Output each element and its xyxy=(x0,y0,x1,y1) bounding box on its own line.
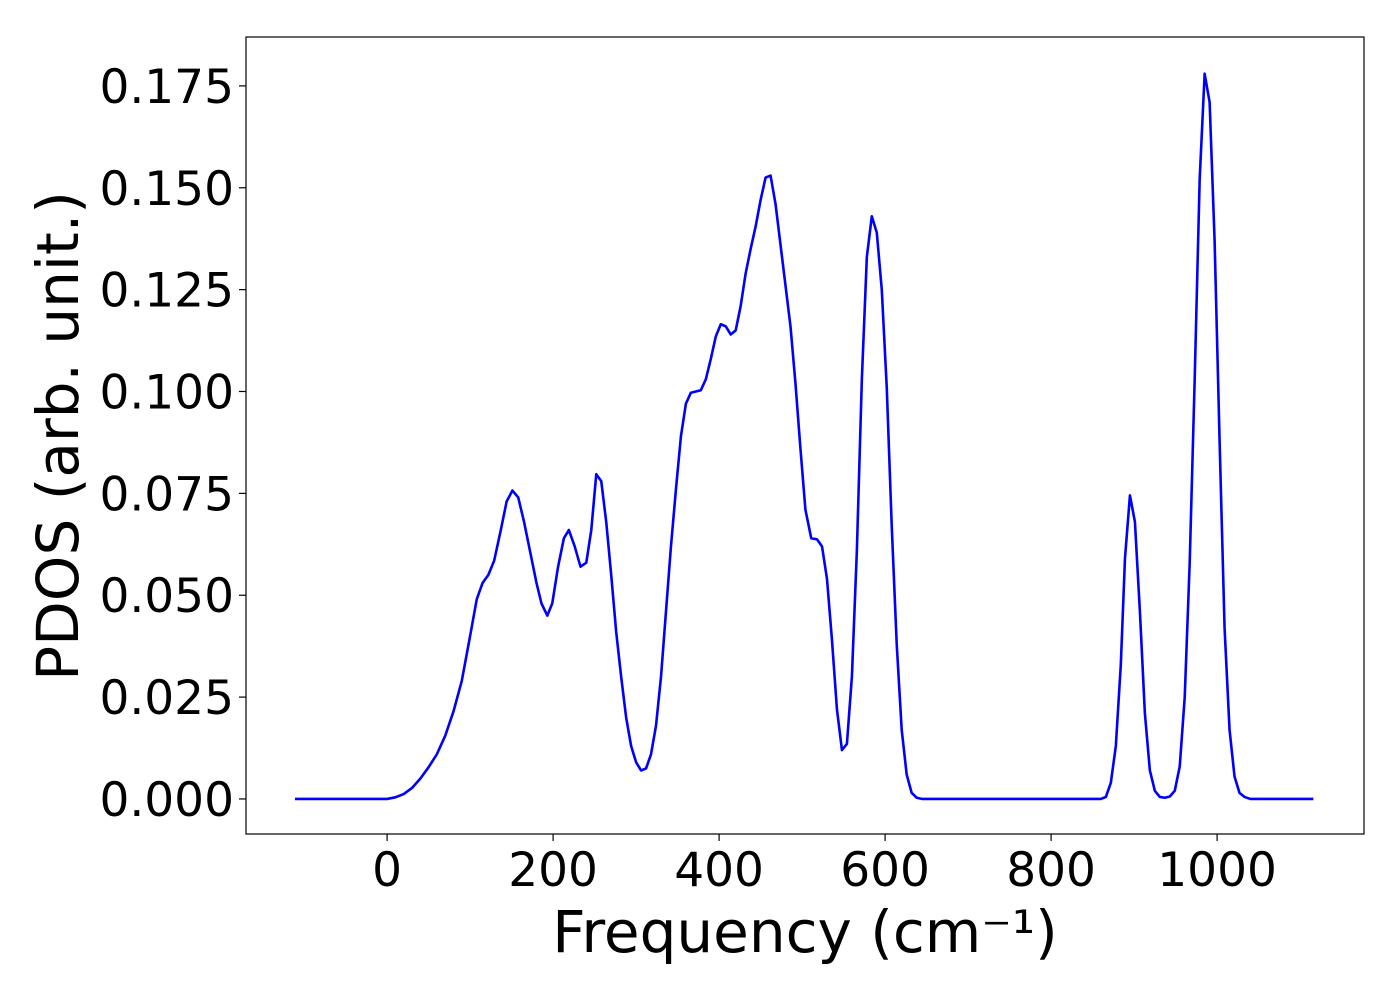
y-tick-label: 0.025 xyxy=(99,671,234,726)
x-tick-label: 200 xyxy=(508,843,598,898)
y-tick-label: 0.050 xyxy=(99,569,234,624)
x-tick-label: 0 xyxy=(372,843,402,898)
y-tick-label: 0.000 xyxy=(99,773,234,828)
y-tick-label: 0.075 xyxy=(99,467,234,522)
plot-frame xyxy=(245,36,1365,835)
y-tick-label: 0.125 xyxy=(99,264,234,319)
x-tick-label: 400 xyxy=(674,843,764,898)
x-axis-label: Frequency (cm⁻¹) xyxy=(552,898,1058,966)
data-line xyxy=(294,72,1314,801)
x-tick-label: 800 xyxy=(1006,843,1096,898)
y-tick-label: 0.175 xyxy=(99,60,234,115)
y-tick-label: 0.150 xyxy=(99,162,234,217)
x-tick-label: 600 xyxy=(840,843,930,898)
y-axis-label: PDOS (arb. unit.) xyxy=(24,191,92,681)
y-tick-label: 0.100 xyxy=(99,365,234,420)
x-tick-label: 1000 xyxy=(1157,843,1277,898)
